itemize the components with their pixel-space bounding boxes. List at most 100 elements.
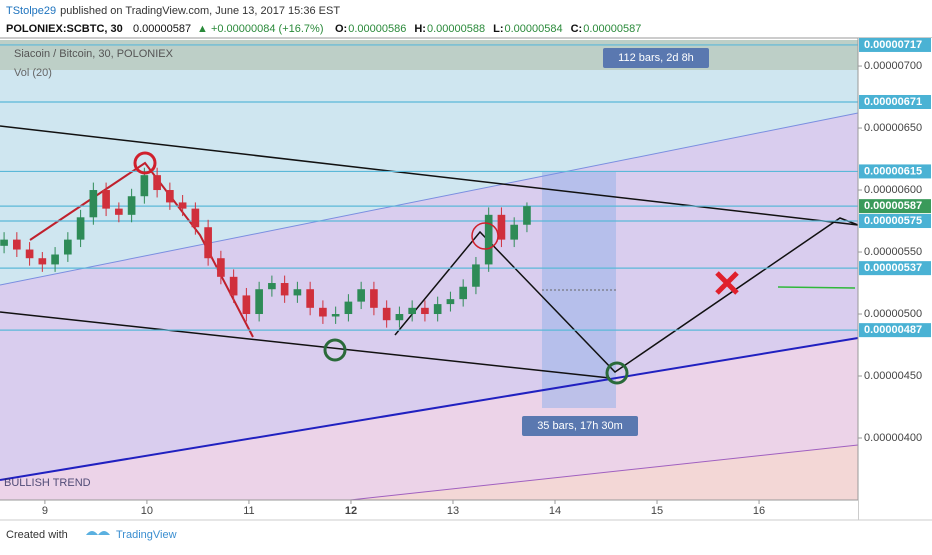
price-flag-label: 0.00000615 [864,165,922,177]
price-flag [859,261,931,276]
candle-body [38,258,47,265]
footer-text: Created with [6,529,68,541]
candle-body [382,307,391,321]
candle-body [255,289,263,315]
time-axis [0,500,858,520]
y-tick-label: 0.00000600 [864,184,922,196]
y-tick-label: 0.00000400 [864,432,922,444]
ohlc-value: 0.00000587 [583,23,641,35]
candle-body [64,239,72,255]
published: published on TradingView.com, June 13, 2… [60,5,340,17]
candle-body [268,283,276,290]
projection [394,217,859,373]
ohlc: O: 0.00000586 H: 0.00000588 L: 0.00000584 C: 0.… [335,23,641,35]
candle-body [510,224,519,240]
candle-body [166,190,174,203]
trend-line [349,444,859,501]
candle-body [446,299,455,305]
candle-body [217,258,225,277]
price-flag [859,323,931,338]
ohlc-value: 0.00000586 [348,23,406,35]
annotation: 112 bars, 2d 8h [618,52,694,64]
candle-body [89,190,98,218]
candle-body [229,276,238,296]
candle-body [421,307,429,315]
x-tick-label: 15 [651,505,663,517]
price-axis [858,38,932,520]
x-tick-label: 11 [243,505,254,517]
target-marker [605,361,629,385]
candle-body [408,307,416,315]
y-tick-label: 0.00000650 [864,122,922,134]
price-flag [859,164,931,179]
label-box [522,416,638,436]
x-tick-label: 13 [447,505,459,517]
annotation: BULLISH TREND [4,477,91,489]
author[interactable]: TStolpe29 [6,5,56,17]
candle-body [306,289,314,308]
trend-line [0,125,859,226]
candle-body [433,304,442,315]
markers [133,151,739,385]
candle-body [459,286,468,300]
trend-line [0,311,611,379]
candle-body [51,254,59,265]
y-tick-label: 0.00000500 [864,308,922,320]
candle-body [319,307,327,317]
price-flag-label: 0.00000587 [864,200,922,212]
ohlc-label: L: [493,23,503,35]
logo [86,531,110,535]
candle-body [344,301,353,315]
trend-line [777,286,856,289]
candle-body [523,206,531,225]
candle-body [370,289,378,308]
symbol: POLONIEX:SCBTC, 30 [6,23,123,35]
candle-body [357,289,365,302]
circle-marker [471,222,499,250]
y-tick-label: 0.00000450 [864,370,922,382]
candle-body [395,314,404,321]
label-box [603,48,709,68]
ohlc-value: 0.00000588 [427,23,485,35]
candle-body [25,249,34,259]
candle-body [140,175,149,197]
price: 0.00000587 [133,23,191,35]
chart-title: Siacoin / Bitcoin, 30, POLONIEX [14,48,174,60]
price-flag [859,37,931,52]
candle-body [13,239,21,250]
candle-body [115,208,123,215]
target-marker [133,151,157,175]
change: ▲ +0.00000084 (+16.7%) [197,23,323,35]
price-flag [859,199,931,214]
candle-body [242,295,251,315]
candle-body [191,208,200,228]
candle-body [280,283,289,296]
brand[interactable]: TradingView [116,529,177,541]
candle-body [293,289,302,296]
plot [0,44,858,331]
trend-line [0,112,859,286]
price-flag [859,214,931,229]
price-flag-label: 0.00000671 [864,96,922,108]
ohlc-value: 0.00000584 [504,23,562,35]
indicator: Vol (20) [14,67,52,79]
price-flag-label: 0.00000487 [864,324,922,336]
candle-body [76,217,85,240]
target-marker [323,338,347,362]
price-flag-label: 0.00000537 [864,262,922,274]
price-flag [859,94,931,109]
candle-body [497,214,506,240]
candle-body [178,202,187,209]
channel-fill [0,113,858,480]
chart-area [0,40,859,501]
candle-body [331,314,340,317]
x-tick-label: 10 [141,505,153,517]
candle-body [472,264,480,287]
trend-line [0,337,859,481]
annotation: 35 bars, 17h 30m [537,420,623,432]
x-marker [715,271,739,295]
y-tick-label: 0.00000700 [864,60,922,72]
ohlc-label: H: [414,23,426,35]
x-tick-label: 9 [42,505,48,517]
